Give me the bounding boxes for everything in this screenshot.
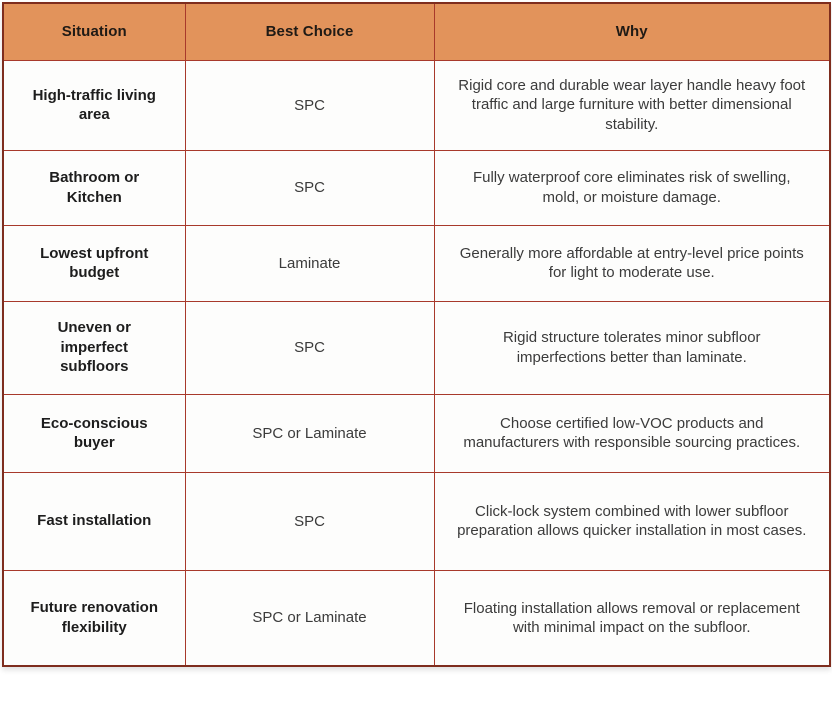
situation-cell: Fast installation: [2, 471, 186, 571]
best-choice-cell: SPC: [184, 300, 435, 395]
column-header-best-choice: Best Choice: [184, 2, 435, 61]
best-choice-cell: SPC: [184, 59, 435, 151]
best-choice-cell: Laminate: [184, 224, 435, 302]
best-choice-cell: SPC: [184, 471, 435, 571]
comparison-table: Situation Best Choice Why High-traffic l…: [2, 2, 831, 667]
situation-cell: Future renovation flexibility: [2, 569, 186, 667]
table-header: Situation Best Choice Why: [2, 2, 831, 61]
why-cell: Choose certified low-VOC products and ma…: [433, 393, 831, 473]
table-row: Eco-conscious buyer SPC or Laminate Choo…: [2, 393, 831, 473]
why-cell: Click-lock system combined with lower su…: [433, 471, 831, 571]
best-choice-cell: SPC or Laminate: [184, 393, 435, 473]
why-cell: Rigid core and durable wear layer handle…: [433, 59, 831, 151]
column-header-why: Why: [433, 2, 831, 61]
situation-cell: High-traffic living area: [2, 59, 186, 151]
table-body: High-traffic living area SPC Rigid core …: [2, 59, 831, 667]
best-choice-cell: SPC: [184, 149, 435, 226]
table-row: Fast installation SPC Click-lock system …: [2, 471, 831, 571]
table-row: Lowest upfront budget Laminate Generally…: [2, 224, 831, 302]
why-cell: Fully waterproof core eliminates risk of…: [433, 149, 831, 226]
header-row: Situation Best Choice Why: [2, 2, 831, 61]
table-row: Bathroom or Kitchen SPC Fully waterproof…: [2, 149, 831, 226]
table-row: Uneven or imperfect subfloors SPC Rigid …: [2, 300, 831, 395]
why-cell: Floating installation allows removal or …: [433, 569, 831, 667]
table-row: Future renovation flexibility SPC or Lam…: [2, 569, 831, 667]
situation-cell: Uneven or imperfect subfloors: [2, 300, 186, 395]
why-cell: Generally more affordable at entry-level…: [433, 224, 831, 302]
why-cell: Rigid structure tolerates minor subfloor…: [433, 300, 831, 395]
best-choice-cell: SPC or Laminate: [184, 569, 435, 667]
situation-cell: Bathroom or Kitchen: [2, 149, 186, 226]
table-row: High-traffic living area SPC Rigid core …: [2, 59, 831, 151]
column-header-situation: Situation: [2, 2, 186, 61]
situation-cell: Lowest upfront budget: [2, 224, 186, 302]
situation-cell: Eco-conscious buyer: [2, 393, 186, 473]
